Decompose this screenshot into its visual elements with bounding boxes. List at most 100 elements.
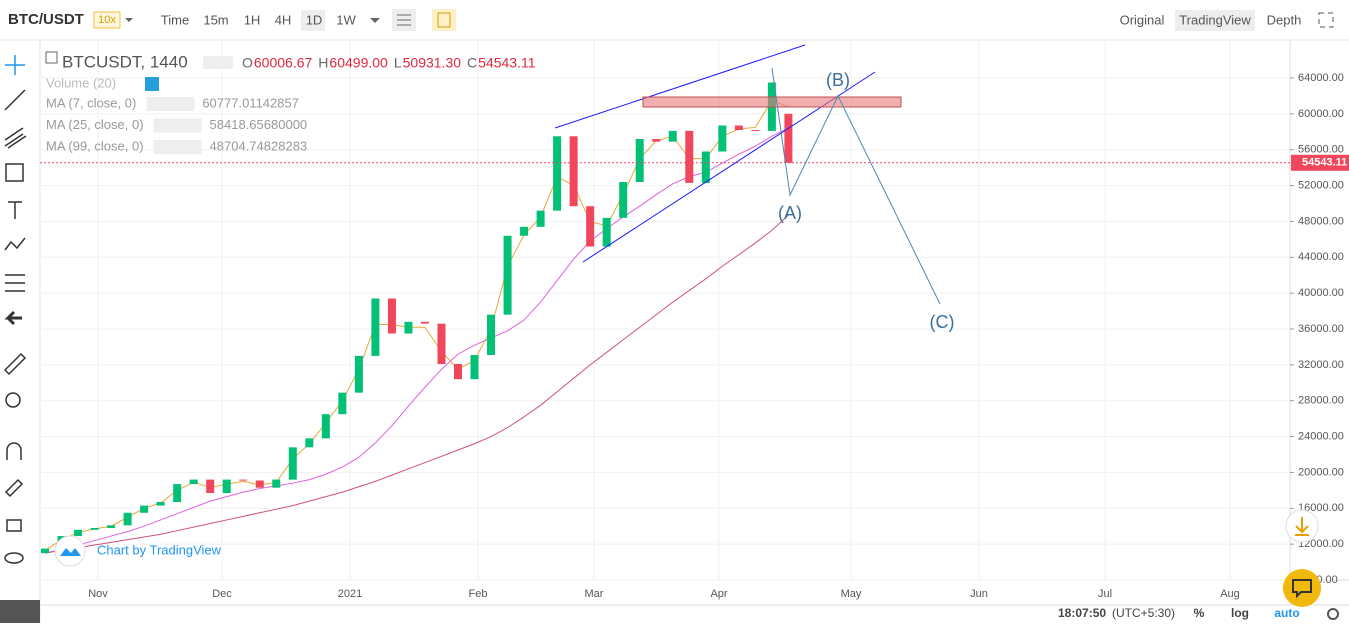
time-label: May [841, 588, 862, 600]
study-controls[interactable] [146, 97, 195, 111]
measure-tool[interactable] [3, 352, 27, 376]
interval[interactable]: 1D [306, 12, 323, 27]
view-tab[interactable]: Depth [1267, 12, 1302, 27]
chat-icon [1292, 579, 1312, 599]
ohlc-value: 50931.30 [403, 55, 462, 71]
lock-drawing-tool[interactable] [4, 478, 24, 498]
y-tick-label: 36000.00 [1298, 323, 1344, 335]
view-tab[interactable]: TradingView [1179, 12, 1251, 27]
candle [520, 226, 529, 236]
text-tool[interactable] [8, 201, 22, 219]
selected-bg [301, 10, 325, 31]
interval[interactable]: 15m [203, 12, 228, 27]
study-controls[interactable] [153, 140, 202, 154]
y-tick-label: 28000.00 [1298, 395, 1344, 407]
candle [635, 138, 644, 182]
candle [420, 321, 429, 324]
candle [487, 314, 496, 355]
interval[interactable]: 4H [275, 12, 292, 27]
ohlc-key: C [467, 55, 477, 71]
study-name: MA (25, close, 0) [46, 117, 144, 132]
symbol[interactable]: BTC/USDT [8, 11, 84, 28]
visibility-toggle[interactable] [145, 77, 159, 91]
y-tick-label: 52000.00 [1298, 179, 1344, 191]
candle [90, 528, 99, 530]
time-label: 2021 [338, 588, 362, 600]
candle [602, 217, 611, 247]
volume-label: Volume (20) [46, 75, 116, 90]
prediction-tool[interactable] [5, 274, 25, 292]
zoom-tool[interactable] [5, 392, 21, 408]
percent-toggle[interactable]: % [1194, 606, 1205, 620]
collapse-legend[interactable] [45, 51, 58, 64]
time-label: Aug [1220, 588, 1240, 600]
candle [437, 323, 446, 364]
study-controls[interactable] [153, 118, 202, 133]
magnet-tool[interactable] [6, 442, 22, 460]
candle [668, 130, 677, 142]
pattern-tool[interactable] [4, 237, 26, 251]
y-tick-label: 12000.00 [1298, 538, 1344, 550]
ohlc-value: 60006.67 [254, 55, 313, 71]
indicator-button[interactable] [432, 9, 456, 31]
candle [470, 355, 479, 380]
candle [701, 151, 710, 183]
y-tick-label: 40000.00 [1298, 287, 1344, 299]
candle [354, 355, 363, 393]
fullscreen-icon[interactable] [1318, 12, 1334, 28]
ohlc-value: 54543.11 [478, 55, 536, 71]
candle [387, 298, 396, 334]
time-label: Jul [1098, 588, 1112, 600]
collapse-button[interactable] [0, 600, 40, 623]
candle [586, 206, 595, 247]
interval[interactable]: 1H [244, 12, 261, 27]
ma-line [44, 127, 789, 554]
legend-title: BTCUSDT, 1440 [62, 52, 188, 71]
time-label: Feb [469, 588, 488, 600]
last-price-badge [1291, 154, 1349, 171]
watermark[interactable]: Chart by TradingView [97, 542, 222, 557]
tv-logo-icon [60, 548, 81, 556]
leverage: 10x [98, 14, 116, 26]
settings-gear[interactable] [1327, 608, 1339, 620]
back-tool[interactable] [4, 310, 22, 326]
candle [272, 479, 281, 488]
candle [536, 210, 545, 227]
ohlc-key: O [242, 55, 253, 71]
candle [288, 447, 297, 480]
ohlc-key: L [394, 55, 402, 71]
candle [239, 479, 248, 481]
wave-projection [771, 67, 941, 305]
legend-icon[interactable] [203, 56, 233, 69]
dropdown-arrow[interactable] [370, 18, 380, 23]
log-toggle[interactable]: log [1231, 606, 1249, 620]
ohlc-value: 60499.00 [329, 55, 388, 71]
candle [371, 298, 380, 356]
timezone[interactable]: (UTC+5:30) [1112, 606, 1175, 620]
trendline-tool[interactable] [4, 89, 26, 111]
interval[interactable]: 1W [336, 12, 356, 27]
visibility-tool[interactable] [4, 552, 24, 564]
dropdown-arrow[interactable] [125, 18, 133, 22]
candle [140, 505, 149, 513]
fib-tool[interactable] [4, 127, 27, 149]
interval[interactable]: Time [161, 12, 189, 27]
auto-toggle[interactable]: auto [1274, 606, 1299, 620]
ma-line [44, 214, 789, 554]
ma-line [44, 99, 789, 551]
wave-label: (A) [778, 203, 802, 223]
view-tab[interactable]: Original [1120, 12, 1165, 27]
candle [619, 181, 628, 218]
rect-tool[interactable] [5, 163, 24, 182]
candle [685, 130, 694, 183]
candle [569, 136, 578, 207]
time-label: Jun [970, 588, 988, 600]
time-label: Apr [710, 588, 727, 600]
crosshair-tool[interactable] [5, 55, 25, 75]
drawings [554, 44, 941, 305]
lock-tool[interactable] [6, 519, 22, 532]
chat-button[interactable] [1283, 569, 1321, 607]
time-label: Mar [585, 588, 604, 600]
settings-icon [397, 14, 411, 26]
